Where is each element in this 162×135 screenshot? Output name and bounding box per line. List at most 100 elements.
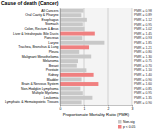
legend-label: Non-sig xyxy=(123,120,135,124)
data-label: PMR = 0.80 xyxy=(134,50,152,54)
y-tick-label: Melanoma xyxy=(43,59,59,63)
bar xyxy=(60,100,82,104)
data-label: PMR = 1.45 xyxy=(134,32,152,36)
bar xyxy=(60,68,86,72)
bar xyxy=(60,27,84,31)
data-label: PMR = 0.95 xyxy=(134,23,152,27)
chart: Cause of death (Cancer)PMR = 0.98PMR = 0… xyxy=(0,0,162,135)
bar xyxy=(60,32,95,36)
x-axis-title: Proportionate Mortality Ratio (PMR) xyxy=(63,112,130,117)
y-axis-line xyxy=(60,9,61,106)
y-tick: Brain & Nervous System xyxy=(22,82,60,86)
y-tick: Pancreas xyxy=(44,36,60,40)
y-tick: Colon, Rectum & Anus xyxy=(24,27,60,31)
data-label: PMR = 1.21 xyxy=(134,46,152,50)
bar xyxy=(60,77,82,81)
y-tick-label: Pancreas xyxy=(44,36,59,40)
y-tick: Lymphatic & Hematopoietic Tissues xyxy=(5,100,60,104)
x-tick-label: 2 xyxy=(108,107,110,111)
data-label: PMR = 1.30 xyxy=(134,55,152,59)
x-tick-label: 0 xyxy=(60,107,62,111)
data-label: PMR = 1.10 xyxy=(134,68,152,72)
data-label: PMR = 0.85 xyxy=(134,87,152,91)
bar xyxy=(60,59,78,63)
y-tick-label: Oral Cavity & Pharynx xyxy=(25,13,59,17)
bar xyxy=(60,13,81,17)
y-tick-label: Trachea, Bronchus & Lung xyxy=(18,45,58,49)
x-tick: 1 xyxy=(84,105,86,111)
y-tick-label: Bladder xyxy=(47,78,60,82)
y-tick: Kidney xyxy=(48,73,60,77)
y-tick-label: Brain & Nervous System xyxy=(22,82,59,86)
y-tick-label: Colon, Rectum & Anus xyxy=(24,27,58,31)
y-tick-label: Pleura xyxy=(49,50,59,54)
legend-swatch xyxy=(118,120,122,124)
bar xyxy=(60,18,87,22)
y-tick-label: All Cancers xyxy=(41,9,59,13)
y-tick: Malignant Mesothelioma xyxy=(22,55,60,59)
bar xyxy=(60,9,84,13)
y-tick: Bladder xyxy=(47,78,60,82)
grid-line xyxy=(108,8,109,105)
y-tick: Stomach xyxy=(45,22,60,26)
data-label: PMR = 0.90 xyxy=(134,78,152,82)
x-tick: 2 xyxy=(108,105,110,111)
y-tick-label: Esophagus xyxy=(42,18,59,22)
bar xyxy=(60,36,82,40)
x-tick-label: 1 xyxy=(84,107,86,111)
data-label: PMR = 0.95 xyxy=(134,91,152,95)
bar xyxy=(60,22,83,26)
y-tick: Prostate xyxy=(46,68,60,72)
bar xyxy=(60,96,92,100)
legend: Non-sigp < 0.05 xyxy=(118,120,135,129)
grid-line xyxy=(132,8,133,105)
y-tick-label: Liver & Intrahepatic Bile Ducts xyxy=(13,32,59,36)
y-tick: Larynx xyxy=(48,41,60,45)
bar xyxy=(60,55,91,59)
data-label: PMR = 1.40 xyxy=(134,73,152,77)
x-axis: 0 1 2 3 xyxy=(60,105,134,111)
bar xyxy=(60,82,98,86)
data-label: PMR = 1.12 xyxy=(134,18,152,22)
y-tick-label: Stomach xyxy=(45,22,58,26)
bar xyxy=(60,73,94,77)
y-tick-label: Non-Hodgkin Lymphoma xyxy=(21,87,58,91)
y-tick-label: Breast xyxy=(49,64,59,68)
data-label: PMR = 1.35 xyxy=(134,96,152,100)
data-label: PMR = 1.60 xyxy=(134,82,152,86)
y-tick-label: Kidney xyxy=(48,73,59,77)
y-tick: Breast xyxy=(49,64,60,68)
bar xyxy=(60,50,79,54)
y-tick: Non-Hodgkin Lymphoma xyxy=(21,87,60,91)
y-tick-label: Larynx xyxy=(48,41,58,45)
bar xyxy=(60,64,77,68)
y-tick: Leukemia xyxy=(44,96,60,100)
y-tick-label: Malignant Mesothelioma xyxy=(22,55,59,59)
legend-label: p < 0.05 xyxy=(123,125,135,129)
data-label: PMR = 0.75 xyxy=(134,59,152,63)
y-tick-label: Lymphatic & Hematopoietic Tissues xyxy=(5,100,59,104)
y-tick: Melanoma xyxy=(43,59,60,63)
x-axis-line xyxy=(61,106,133,107)
data-label: PMR = 0.93 xyxy=(134,36,152,40)
y-axis: All CancersOral Cavity & PharynxEsophagu… xyxy=(5,9,61,106)
data-label: PMR = 1.02 xyxy=(134,27,152,31)
y-tick: Liver & Intrahepatic Bile Ducts xyxy=(13,32,60,36)
x-tick: 0 xyxy=(60,105,62,111)
data-labels: PMR = 0.98PMR = 0.89PMR = 1.12PMR = 0.95… xyxy=(134,9,152,105)
y-tick: Multiple Myeloma xyxy=(32,91,60,95)
y-tick-label: Multiple Myeloma xyxy=(32,91,58,95)
data-label: PMR = 0.89 xyxy=(134,13,152,17)
title: Cause of death (Cancer) xyxy=(1,0,59,6)
data-label: PMR = 0.70 xyxy=(134,64,152,68)
x-tick-label: 3 xyxy=(132,107,134,111)
plot-background xyxy=(60,8,132,105)
y-tick-label: Prostate xyxy=(46,68,59,72)
bar xyxy=(60,87,80,91)
data-label: PMR = 0.90 xyxy=(134,101,152,105)
bar xyxy=(60,41,104,45)
data-label: PMR = 0.98 xyxy=(134,9,152,13)
y-tick-label: Leukemia xyxy=(44,96,59,100)
x-tick: 3 xyxy=(132,105,134,111)
data-label: PMR = 1.85 xyxy=(134,41,152,45)
